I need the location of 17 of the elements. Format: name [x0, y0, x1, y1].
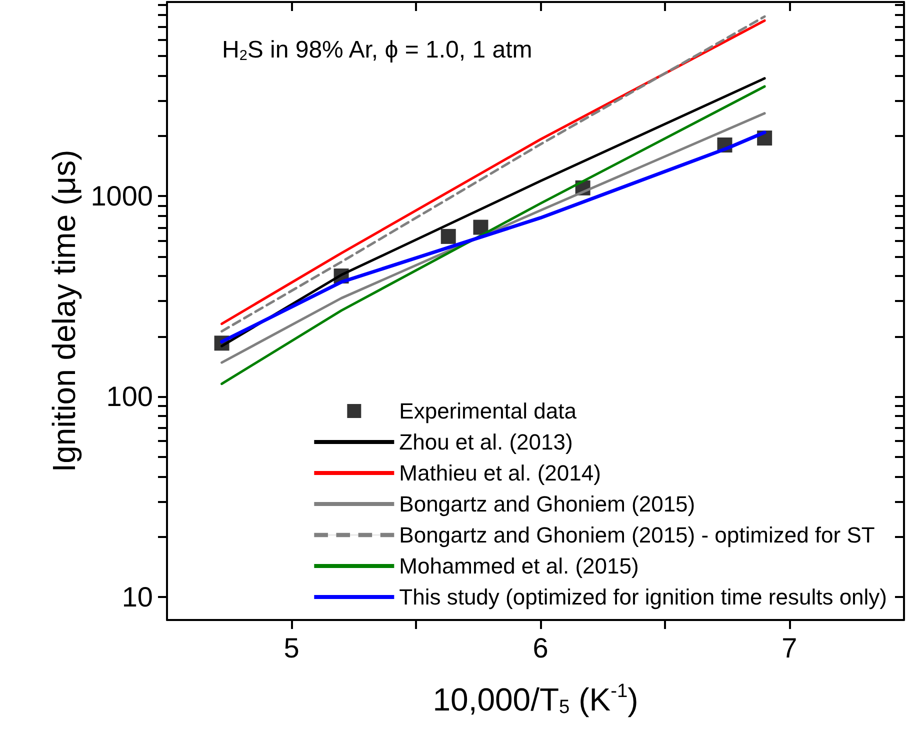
y-tick-label: 1000 — [90, 180, 153, 212]
y-tick-label: 100 — [106, 381, 153, 412]
x-tick-label: 6 — [532, 632, 548, 664]
legend-label: Mathieu et al. (2014) — [399, 460, 601, 486]
legend-label: Bongartz and Ghoniem (2015) — [399, 492, 696, 516]
legend-label: This study (optimized for ignition time results only) — [399, 584, 888, 610]
x-tick-label: 5 — [284, 632, 300, 664]
legend-label: Zhou et al. (2013) — [399, 430, 573, 454]
legend-label: Experimental data — [399, 398, 578, 424]
legend-label: Mohammed et al. (2015) — [399, 554, 639, 578]
point — [440, 228, 456, 244]
point — [473, 220, 488, 235]
y-tick-label: 10 — [122, 582, 153, 613]
y-axis-title: Ignition delay time (μs) — [46, 150, 82, 472]
line-series — [220, 112, 766, 364]
x-tick-label: 7 — [782, 632, 798, 664]
legend-label: Bongartz and Ghoniem (2015) - optimized for ST — [399, 522, 875, 548]
